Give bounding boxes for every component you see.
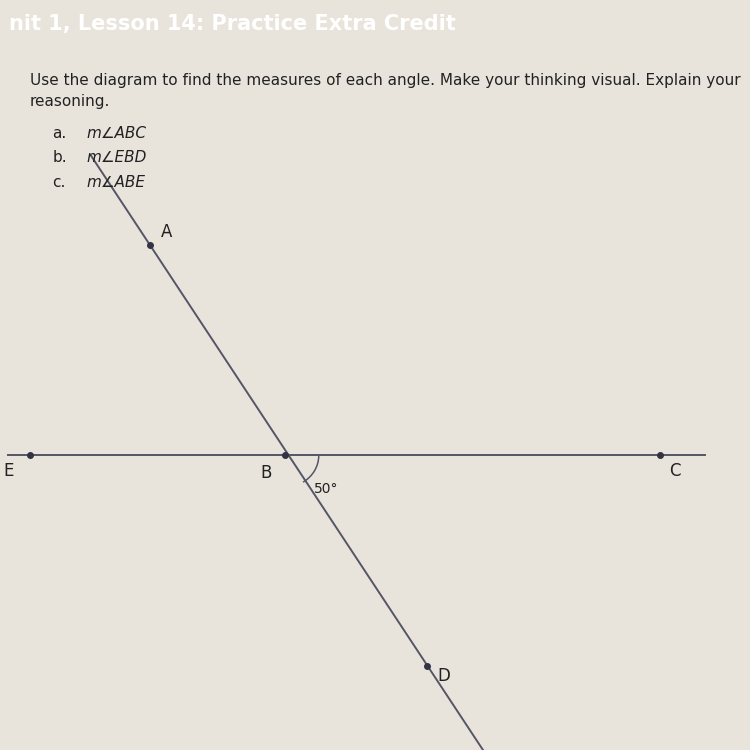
Text: E: E (4, 462, 14, 480)
Text: B: B (260, 464, 272, 482)
Text: Use the diagram to find the measures of each angle. Make your thinking visual. E: Use the diagram to find the measures of … (30, 74, 740, 88)
Text: a.: a. (53, 126, 67, 141)
Text: b.: b. (53, 151, 68, 166)
Text: C: C (669, 462, 681, 480)
Text: reasoning.: reasoning. (30, 94, 110, 110)
Text: 50°: 50° (314, 482, 338, 496)
Text: m∠ABE: m∠ABE (86, 175, 146, 190)
Text: m∠ABC: m∠ABC (86, 126, 146, 141)
Text: A: A (160, 224, 172, 242)
Text: m∠EBD: m∠EBD (86, 151, 147, 166)
Text: D: D (437, 668, 451, 686)
Text: c.: c. (53, 175, 66, 190)
Text: nit 1, Lesson 14: Practice Extra Credit: nit 1, Lesson 14: Practice Extra Credit (9, 14, 456, 34)
